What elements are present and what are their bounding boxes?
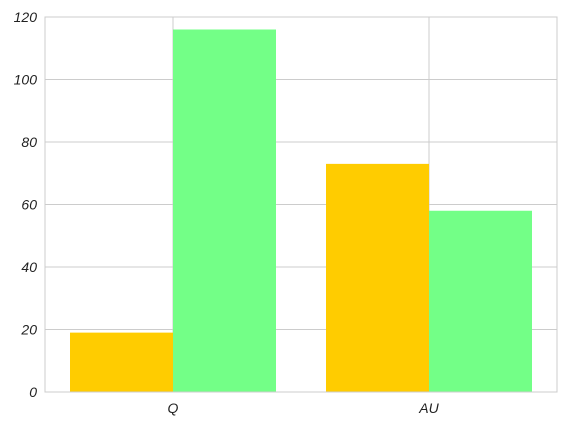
y-axis-tick-labels: 0 20 40 60 80 100 120 xyxy=(14,9,38,400)
bars xyxy=(70,29,532,392)
x-axis-tick-labels: Q AU xyxy=(168,400,440,416)
y-tick-label: 80 xyxy=(21,134,37,150)
y-tick-label: 60 xyxy=(21,197,37,213)
y-tick-label: 100 xyxy=(14,72,38,88)
bar-au-series-1 xyxy=(326,163,429,392)
x-tick-label: Q xyxy=(168,400,179,416)
y-tick-label: 20 xyxy=(20,322,37,338)
bar-au-series-2 xyxy=(429,210,532,392)
bar-q-series-1 xyxy=(70,332,173,392)
bar-q-series-2 xyxy=(173,29,276,392)
y-tick-label: 120 xyxy=(14,9,38,25)
plot-frame xyxy=(44,16,558,393)
y-tick-label: 40 xyxy=(21,259,37,275)
y-tick-label: 0 xyxy=(29,384,37,400)
x-tick-label: AU xyxy=(418,400,439,416)
